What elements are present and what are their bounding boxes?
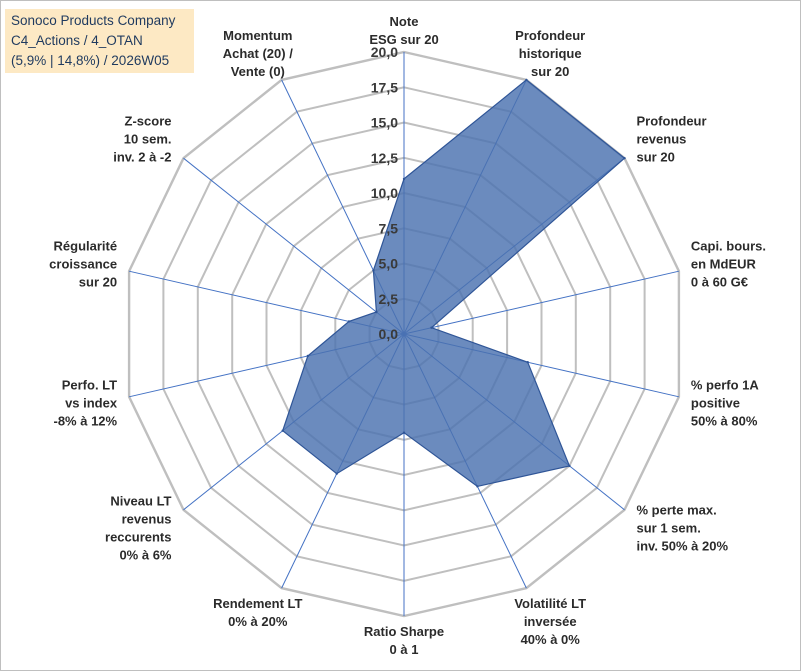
axis-label-line: historique (519, 46, 582, 61)
axis-label-line: en MdEUR (691, 257, 757, 272)
title-line-3: (5,9% | 14,8%) / 2026W05 (11, 53, 170, 68)
tick-label: 20,0 (371, 44, 398, 60)
tick-label: 2,5 (379, 291, 399, 307)
axis-label-line: % perte max. (637, 503, 717, 518)
axis-label-line: sur 20 (531, 64, 569, 79)
series-area (281, 79, 626, 488)
axis-label-line: ESG sur 20 (369, 32, 438, 47)
axis-label-line: 0% à 20% (228, 614, 288, 629)
axis-label-line: inv. 50% à 20% (637, 539, 729, 554)
axis-label-line: Rendement LT (213, 596, 302, 611)
axis-label-line: Perfo. LT (62, 377, 117, 392)
radar-axis-labels: Note ESG sur 20 Profondeur historique sur 20… (49, 14, 766, 657)
tick-label: 15,0 (371, 115, 398, 131)
axis-label-line: inv. 2 à -2 (113, 150, 171, 165)
tick-label: 10,0 (371, 185, 398, 201)
axis-spoke (183, 157, 405, 335)
data-point (623, 157, 626, 160)
data-point (402, 177, 406, 181)
axis-label-line: sur 1 sem. (637, 521, 701, 536)
axis-label: Z-score 10 sem. inv. 2 à -2 (113, 114, 171, 165)
axis-label-line: sur 20 (637, 150, 675, 165)
axis-label-line: -8% à 12% (54, 413, 118, 428)
axis-label: Rendement LT 0% à 20% (213, 596, 302, 629)
axis-label-line: croissance (49, 257, 117, 272)
axis-label: Momentum Achat (20) / Vente (0) (223, 28, 293, 79)
axis-label-line: revenus (122, 512, 172, 527)
axis-label-line: positive (691, 395, 740, 410)
axis-label-line: Z-score (125, 114, 172, 129)
axis-label: Note ESG sur 20 (369, 14, 438, 47)
axis-label-line: Régularité (54, 239, 118, 254)
tick-label: 17,5 (371, 79, 398, 95)
tick-label: 12,5 (371, 150, 398, 166)
data-point (525, 78, 528, 82)
data-point (402, 431, 406, 434)
axis-label-line: sur 20 (79, 275, 117, 290)
data-point (281, 429, 284, 432)
axis-label-line: 10 sem. (124, 132, 172, 147)
axis-label-line: Profondeur (515, 28, 585, 43)
data-point (476, 485, 479, 488)
title-line-1: Sonoco Products Company (11, 13, 176, 28)
data-point (335, 472, 338, 475)
axis-label: Perfo. LT vs index -8% à 12% (54, 377, 118, 428)
axis-label-line: 0 à 1 (390, 642, 419, 657)
chart-title-box: Sonoco Products Company C4_Actions / 4_O… (5, 9, 194, 73)
axis-label: Ratio Sharpe 0 à 1 (364, 624, 444, 657)
tick-label: 0,0 (379, 326, 399, 342)
axis-label-line: 0 à 60 G€ (691, 275, 748, 290)
axis-label-line: % perfo 1A (691, 377, 760, 392)
data-point (347, 320, 351, 323)
axis-label-line: Volatilité LT (514, 596, 586, 611)
tick-label: 5,0 (379, 256, 399, 272)
axis-label-line: Vente (0) (231, 64, 285, 79)
axis-label: Niveau LT revenus reccurents 0% à 6% (105, 494, 172, 563)
axis-label-line: 40% à 0% (521, 632, 581, 647)
axis-label-line: 50% à 80% (691, 413, 758, 428)
data-point (375, 310, 378, 314)
axis-label: Volatilité LT inversée 40% à 0% (514, 596, 586, 647)
axis-label-line: reccurents (105, 530, 171, 545)
axis-label: % perfo 1A positive 50% à 80% (691, 377, 760, 428)
axis-spoke (403, 270, 680, 335)
axis-label: % perte max. sur 1 sem. inv. 50% à 20% (637, 503, 729, 554)
axis-label-line: Profondeur (637, 114, 707, 129)
axis-label: Capi. bours. en MdEUR 0 à 60 G€ (691, 239, 766, 290)
tick-label: 7,5 (379, 220, 399, 236)
axis-label-line: 0% à 6% (119, 548, 171, 563)
axis-label-line: Ratio Sharpe (364, 624, 444, 639)
axis-label: Régularité croissance sur 20 (49, 239, 117, 290)
radar-series (281, 78, 626, 488)
data-point (430, 326, 433, 329)
axis-label-line: Capi. bours. (691, 239, 766, 254)
axis-label-line: revenus (637, 132, 687, 147)
axis-label-line: Achat (20) / (223, 46, 293, 61)
axis-label-line: inversée (524, 614, 577, 629)
title-line-2: C4_Actions / 4_OTAN (11, 33, 143, 48)
data-point (372, 269, 375, 272)
data-point (568, 464, 571, 468)
axis-label: Profondeur historique sur 20 (515, 28, 585, 79)
axis-label-line: Momentum (223, 28, 292, 43)
axis-label-line: vs index (65, 395, 118, 410)
axis-label-line: Niveau LT (110, 494, 171, 509)
axis-label: Profondeur revenus sur 20 (637, 114, 707, 165)
data-point (526, 361, 529, 364)
data-point (306, 354, 309, 358)
axis-label-line: Note (390, 14, 419, 29)
radar-tick-labels: 0,0 2,5 5,0 7,5 10,0 12,5 15,0 17,5 20,0 (371, 44, 398, 342)
